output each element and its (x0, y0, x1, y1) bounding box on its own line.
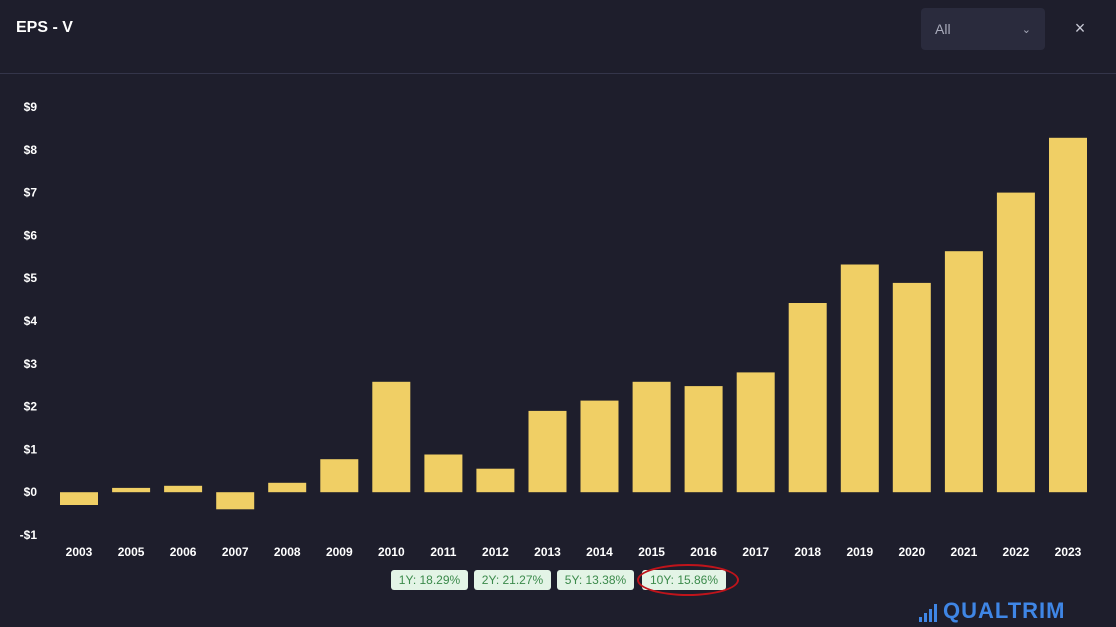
y-tick-label: $7 (24, 186, 38, 200)
x-tick-label: 2016 (690, 545, 717, 559)
header-divider (0, 73, 1116, 74)
highlight-ring (637, 564, 739, 596)
growth-chip-1y[interactable]: 1Y: 18.29% (391, 570, 468, 590)
range-dropdown[interactable]: All ⌄ (921, 8, 1045, 50)
bar-2018[interactable] (788, 303, 827, 493)
bar-2011[interactable] (424, 454, 463, 493)
growth-chip-2y[interactable]: 2Y: 21.27% (474, 570, 551, 590)
bar-2008[interactable] (268, 482, 307, 493)
y-tick-label: $3 (24, 357, 38, 371)
bar-2016[interactable] (684, 386, 723, 493)
x-tick-label: 2011 (430, 545, 456, 559)
x-tick-label: 2006 (170, 545, 197, 559)
x-tick-label: 2009 (326, 545, 353, 559)
growth-chips: 1Y: 18.29% 2Y: 21.27% 5Y: 13.38% 10Y: 15… (0, 570, 1116, 592)
x-tick-label: 2021 (951, 545, 978, 559)
bar-2022[interactable] (996, 192, 1035, 493)
bar-2012[interactable] (476, 468, 515, 493)
bar-2015[interactable] (632, 381, 671, 493)
bar-2010[interactable] (372, 381, 411, 493)
bar-2005[interactable] (112, 487, 151, 493)
bar-2006[interactable] (164, 485, 203, 493)
bar-2017[interactable] (736, 372, 775, 493)
bar-2019[interactable] (840, 264, 879, 493)
bar-2009[interactable] (320, 459, 359, 493)
bar-2003[interactable] (60, 492, 98, 505)
eps-bar-chart: -$1 $0 $1 $2 $3 $4 $5 $6 $7 $8 $9 2003 2005 2006 2007 2… (20, 100, 1087, 559)
bar-2021[interactable] (944, 251, 983, 493)
y-tick-label: $0 (24, 485, 38, 499)
bar-2023[interactable] (1049, 137, 1087, 493)
x-tick-label: 2017 (742, 545, 769, 559)
y-tick-label: $2 (24, 400, 38, 414)
brand-name: QUALTRIM (943, 598, 1066, 623)
growth-chip-5y[interactable]: 5Y: 13.38% (557, 570, 634, 590)
chevron-down-icon: ⌄ (1021, 23, 1031, 36)
bar-2007[interactable] (216, 492, 255, 510)
x-tick-label: 2020 (898, 545, 925, 559)
y-tick-label: $8 (24, 143, 38, 157)
y-tick-label: $9 (24, 100, 38, 114)
x-tick-label: 2019 (846, 545, 873, 559)
x-tick-label: 2005 (118, 545, 145, 559)
y-tick-label: $4 (24, 314, 38, 328)
x-tick-label: 2015 (638, 545, 665, 559)
x-tick-label: 2007 (222, 545, 249, 559)
x-tick-label: 2014 (586, 545, 613, 559)
chart-title: EPS - V (16, 19, 73, 36)
brand-logo: QUALTRIM (919, 598, 1065, 622)
y-tick-label: $5 (24, 271, 38, 285)
x-tick-label: 2013 (534, 545, 561, 559)
x-tick-label: 2003 (66, 545, 93, 559)
x-tick-label: 2023 (1055, 545, 1082, 559)
y-tick-label: -$1 (20, 528, 38, 542)
bar-2014[interactable] (580, 400, 619, 493)
range-dropdown-value: All (935, 21, 951, 37)
close-button[interactable]: × (1074, 17, 1086, 38)
y-tick-label: $6 (24, 228, 38, 242)
y-tick-label: $1 (24, 442, 38, 456)
signal-bars-icon (919, 604, 937, 622)
x-tick-label: 2022 (1003, 545, 1030, 559)
x-tick-label: 2010 (378, 545, 405, 559)
x-tick-label: 2018 (794, 545, 821, 559)
bar-2013[interactable] (528, 410, 567, 493)
bar-2020[interactable] (892, 282, 931, 493)
x-tick-label: 2012 (482, 545, 509, 559)
x-tick-label: 2008 (274, 545, 301, 559)
